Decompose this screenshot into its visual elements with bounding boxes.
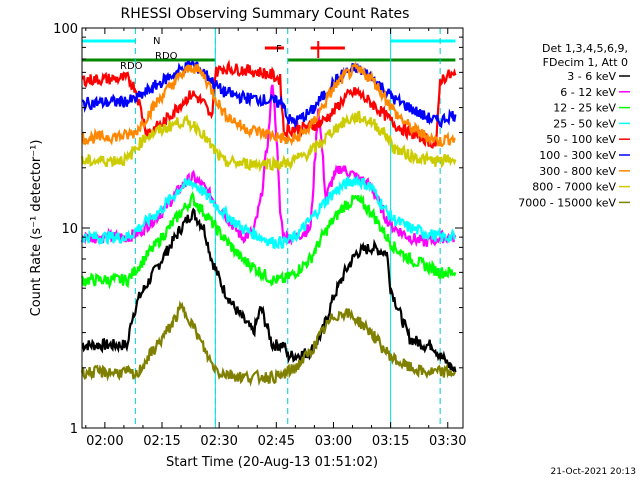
x-axis: 02:00 02:15 02:30 02:45 03:00 03:15 03:30 xyxy=(85,28,466,449)
x-tick-label: 02:30 xyxy=(200,434,237,449)
series-line-2 xyxy=(80,191,457,290)
y-tick-label: 1 xyxy=(70,422,78,437)
x-tick-label: 03:00 xyxy=(315,434,352,449)
y-tick-label: 10 xyxy=(61,222,78,237)
series-line-8 xyxy=(80,300,456,387)
series-line-5 xyxy=(81,59,457,129)
rdo-label: RDO xyxy=(120,61,143,72)
x-axis-label: Start Time (20-Aug-13 01:51:02) xyxy=(166,455,378,470)
flag-label-n: N xyxy=(153,36,160,47)
series-line-7 xyxy=(80,110,457,173)
footer-timestamp: 21-Oct-2021 20:13 xyxy=(551,467,636,477)
legend-label: 7000 - 15000 keV xyxy=(518,196,616,209)
legend-label: 300 - 800 keV xyxy=(539,165,616,178)
x-tick-label: 02:45 xyxy=(258,434,295,449)
legend-label: 800 - 7000 keV xyxy=(532,181,616,194)
legend-label: 12 - 25 keV xyxy=(553,102,616,115)
x-tick-label: 02:15 xyxy=(143,434,180,449)
y-axis: 1 10 100 xyxy=(53,22,463,437)
x-tick-label: 03:15 xyxy=(372,434,409,449)
legend-item: 6 - 12 keV xyxy=(560,86,630,99)
legend-item: 100 - 300 keV xyxy=(539,149,630,162)
flag-label-f: F xyxy=(276,44,282,55)
series-line-4 xyxy=(81,59,457,149)
legend-label: 25 - 50 keV xyxy=(553,117,616,130)
legend-item: 7000 - 15000 keV xyxy=(518,196,630,209)
series-line-6 xyxy=(81,61,456,148)
y-axis-label: Count Rate (s⁻¹ detector⁻¹) xyxy=(29,140,44,317)
legend-item: 25 - 50 keV xyxy=(553,117,630,130)
legend-item: 3 - 6 keV xyxy=(567,70,630,83)
legend-label: 100 - 300 keV xyxy=(539,149,616,162)
legend: Det 1,3,4,5,6,9,FDecim 1, Att 03 - 6 keV… xyxy=(518,42,630,209)
legend-label: 6 - 12 keV xyxy=(560,86,616,99)
legend-item: 300 - 800 keV xyxy=(539,165,630,178)
series-line-1 xyxy=(80,84,457,248)
legend-item: 50 - 100 keV xyxy=(546,133,630,146)
y-tick-label: 100 xyxy=(53,22,78,37)
legend-label: 50 - 100 keV xyxy=(546,133,616,146)
series-line-3 xyxy=(80,174,457,250)
chart-title: RHESSI Observing Summary Count Rates xyxy=(121,6,410,22)
legend-label: 3 - 6 keV xyxy=(567,70,616,83)
x-tick-label: 03:30 xyxy=(429,434,466,449)
legend-item: 12 - 25 keV xyxy=(553,102,630,115)
legend-header: Det 1,3,4,5,6,9, xyxy=(542,42,628,55)
series-layer xyxy=(80,59,457,387)
legend-item: 800 - 7000 keV xyxy=(532,181,630,194)
x-tick-label: 02:00 xyxy=(86,434,123,449)
rdo-label: RDO xyxy=(155,51,178,62)
series-line-0 xyxy=(81,207,457,373)
legend-header: FDecim 1, Att 0 xyxy=(543,56,628,69)
